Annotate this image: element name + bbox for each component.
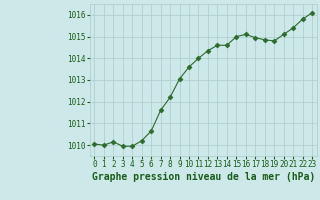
X-axis label: Graphe pression niveau de la mer (hPa): Graphe pression niveau de la mer (hPa) [92, 172, 315, 182]
